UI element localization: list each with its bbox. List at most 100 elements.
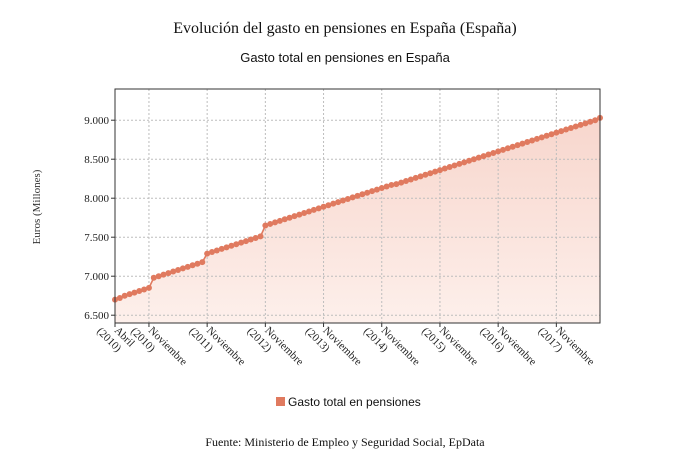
data-point (509, 143, 516, 150)
data-point (407, 176, 414, 183)
data-point (189, 262, 196, 269)
data-point (567, 125, 574, 131)
data-point (446, 164, 453, 170)
data-point (398, 179, 405, 186)
data-point (335, 199, 342, 206)
data-point (276, 217, 283, 224)
data-point (495, 148, 502, 155)
plot-frame (114, 88, 601, 324)
data-point (247, 236, 254, 243)
data-point (306, 208, 312, 215)
x-tick-label: Noviembre(2014) (361, 316, 422, 377)
data-point (257, 233, 264, 240)
data-point (160, 271, 167, 278)
x-tick-label: Noviembre(2017) (536, 316, 597, 377)
y-axis-label: Euros (Millones) (31, 169, 43, 244)
x-tick-label: Noviembre(2012) (245, 316, 306, 377)
data-point (519, 140, 526, 147)
data-point (412, 174, 419, 181)
data-point (136, 288, 143, 295)
legend-swatch (276, 397, 285, 406)
data-point (330, 200, 337, 207)
data-point (451, 162, 458, 169)
data-point (388, 181, 395, 188)
data-point (272, 219, 279, 226)
source-note: Fuente: Ministerio de Empleo y Seguridad… (205, 435, 485, 449)
data-point (456, 160, 463, 167)
data-point (582, 120, 589, 127)
data-point (281, 216, 288, 223)
data-point (369, 188, 376, 195)
data-point (470, 156, 477, 163)
data-point (432, 168, 439, 175)
data-point (238, 239, 245, 246)
data-point (427, 170, 434, 177)
data-point (553, 129, 560, 136)
data-point (500, 146, 506, 153)
data-point (417, 173, 424, 180)
data-point (199, 259, 206, 266)
data-point (223, 244, 230, 251)
data-point (209, 249, 215, 256)
data-point (141, 286, 148, 293)
data-point (577, 121, 584, 128)
data-point (572, 123, 579, 130)
data-point (155, 273, 162, 280)
data-point (441, 165, 448, 172)
x-tick-label: Noviembre(2016) (477, 316, 538, 377)
data-point (533, 135, 540, 142)
series-area-fill (115, 117, 600, 323)
chart-subtitle: Gasto total en pensiones en España (240, 50, 450, 65)
data-point (480, 153, 487, 160)
x-tick-label: Noviembre(2015) (419, 316, 480, 377)
data-point (354, 192, 361, 199)
data-point (218, 245, 225, 252)
data-point (184, 263, 191, 270)
data-point (538, 134, 545, 141)
x-tick-label: Noviembre(2010) (128, 316, 189, 377)
data-point (310, 206, 317, 213)
data-point (179, 265, 186, 272)
data-point (349, 194, 356, 201)
y-tick-label: 6.500 (84, 310, 109, 322)
data-point (150, 274, 157, 281)
x-tick-label: Noviembre(2013) (303, 316, 364, 377)
data-point (170, 268, 177, 275)
data-point (592, 117, 599, 124)
data-point (466, 157, 473, 164)
data-point (213, 247, 220, 254)
data-point (403, 178, 409, 185)
data-point (194, 260, 201, 267)
data-point (204, 250, 211, 257)
data-point (126, 291, 133, 298)
data-point (563, 126, 570, 133)
data-point (175, 266, 182, 273)
data-point (422, 171, 429, 178)
y-tick-label: 9.000 (84, 115, 109, 127)
y-tick-label: 7.500 (84, 232, 109, 244)
data-point (242, 238, 249, 245)
data-point (393, 181, 400, 188)
data-point (296, 211, 303, 218)
data-point (286, 214, 293, 221)
data-point (320, 203, 327, 210)
data-point (131, 289, 138, 296)
data-point (267, 220, 274, 227)
data-point (344, 195, 351, 202)
data-point (514, 142, 521, 149)
data-point (145, 284, 152, 291)
data-point (228, 242, 235, 249)
data-point (233, 241, 240, 248)
data-point (165, 270, 172, 277)
chart-title: Evolución del gasto en pensiones en Espa… (173, 20, 516, 37)
data-point (339, 197, 346, 204)
data-point (490, 149, 497, 156)
data-point (504, 145, 511, 152)
y-tick-label: 8.500 (84, 154, 109, 166)
data-point (529, 137, 536, 144)
x-tick-label: Noviembre(2011) (186, 316, 247, 377)
plot-area: 6.5007.0007.5008.0008.5009.000Abril(2010… (84, 88, 603, 377)
data-point (291, 213, 298, 220)
data-point (359, 191, 366, 198)
